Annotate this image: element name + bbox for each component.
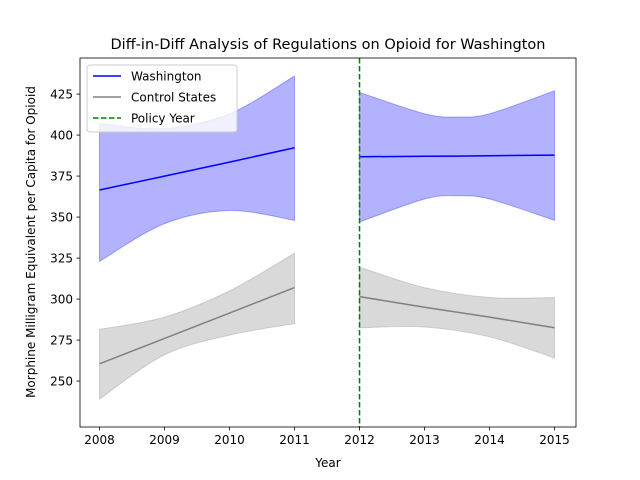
x-tick-label: 2011 [279, 433, 310, 447]
y-tick-label: 400 [50, 128, 73, 142]
plot-area [79, 57, 577, 428]
y-axis: 250 275 300 325 350 375 400 425 [50, 87, 80, 388]
x-axis-label: Year [314, 456, 340, 470]
washington-line-1 [99, 146, 295, 191]
control-states-line-2 [359, 295, 555, 329]
x-tick-label: 2014 [474, 433, 505, 447]
legend-label-washington: Washington [131, 69, 202, 83]
legend: Washington Control States Policy Year [86, 64, 238, 133]
x-tick-label: 2015 [539, 433, 570, 447]
x-tick-label: 2013 [409, 433, 440, 447]
y-tick-label: 300 [50, 292, 73, 306]
y-tick-label: 325 [50, 251, 73, 265]
legend-box [86, 64, 238, 133]
x-tick-label: 2010 [214, 433, 245, 447]
y-tick-label: 250 [50, 374, 73, 388]
chart-title: Diff-in-Diff Analysis of Regulations on … [111, 37, 546, 53]
washington-line-2 [359, 154, 555, 158]
plot-frame [79, 57, 577, 428]
legend-label-policy-year: Policy Year [131, 111, 195, 125]
x-axis: 2008 2009 2010 2011 2012 2013 2014 2015 [84, 427, 570, 447]
y-tick-label: 275 [50, 333, 73, 347]
control-states-line-1 [99, 286, 295, 365]
x-tick-label: 2009 [149, 433, 180, 447]
y-tick-label: 425 [50, 87, 73, 101]
y-tick-label: 375 [50, 169, 73, 183]
y-axis-label: Morphine Milligram Equivalent per Capita… [24, 86, 38, 398]
x-tick-label: 2012 [344, 433, 375, 447]
x-tick-label: 2008 [84, 433, 115, 447]
y-tick-label: 350 [50, 210, 73, 224]
legend-label-control-states: Control States [131, 90, 216, 104]
